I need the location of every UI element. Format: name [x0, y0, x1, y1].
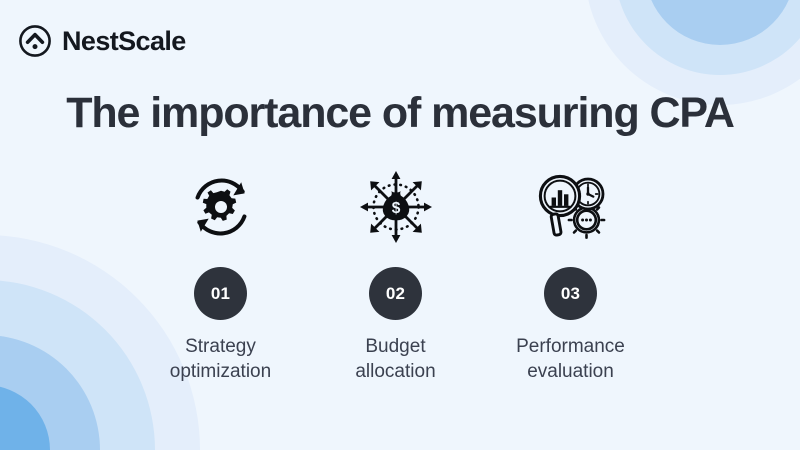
decorative-circle-top-right-middle — [615, 0, 800, 75]
step-badge-02: 02 — [369, 267, 422, 320]
step-caption-01-line2: optimization — [169, 360, 272, 382]
gear-refresh-cycle-icon — [184, 168, 258, 246]
brand-name: NestScale — [62, 25, 186, 56]
magnifier-bar-chart-clock-icon — [532, 168, 610, 246]
step-badge-01: 01 — [194, 267, 247, 320]
step-caption-03: Performance evaluation — [516, 335, 625, 384]
money-bag-distribution-arrows-icon: $ — [357, 168, 435, 246]
svg-text:$: $ — [391, 200, 400, 217]
step-item-performance-evaluation: 03 Performance evaluation — [483, 168, 658, 384]
brand-logo: NestScale — [18, 24, 186, 58]
page-title: The importance of measuring CPA — [66, 89, 735, 137]
steps-row: 01 Strategy optimization — [133, 168, 658, 384]
step-caption-02: Budget allocation — [355, 335, 435, 384]
step-item-budget-allocation: $ 02 Budget allocation — [308, 168, 483, 384]
step-caption-02-line1: Budget — [365, 336, 426, 357]
decorative-circle-top-right-inner — [645, 0, 795, 45]
step-caption-03-line1: Performance — [516, 336, 625, 357]
nestscale-logo-icon — [18, 24, 52, 58]
step-caption-02-line2: allocation — [355, 360, 436, 382]
decorative-circle-bottom-left-ring4 — [0, 385, 50, 450]
step-caption-01: Strategy optimization — [170, 335, 271, 384]
step-item-strategy-optimization: 01 Strategy optimization — [133, 168, 308, 384]
step-caption-01-line1: Strategy — [185, 336, 256, 357]
decorative-circle-bottom-left-ring3 — [0, 335, 100, 450]
step-badge-03: 03 — [544, 267, 597, 320]
decorative-circle-bottom-left-ring2 — [0, 280, 155, 450]
step-caption-03-line2: evaluation — [527, 360, 614, 382]
